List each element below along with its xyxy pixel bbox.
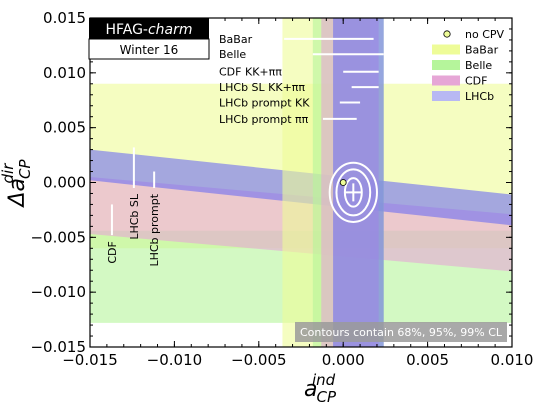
legend-label: Belle	[465, 59, 492, 72]
hfag-label: HFAG-charm Winter 16	[88, 18, 210, 60]
x-tick-label: 0.010	[491, 351, 534, 369]
x-tick-label: −0.005	[231, 351, 287, 369]
input-line-label: LHCb prompt KK	[219, 96, 310, 109]
legend-label: no CPV	[465, 28, 505, 41]
x-tick-label: 0.005	[406, 351, 449, 369]
y-tick-label: −0.015	[30, 338, 86, 356]
legend-label: LHCb	[465, 90, 494, 103]
x-axis-label-sup: ind	[312, 371, 336, 389]
input-line-label: CDF KK+ππ	[219, 66, 282, 79]
y-tick-label: 0.005	[43, 119, 86, 137]
x-axis-label-main: a	[304, 377, 317, 402]
hfag-title-main: HFAG-	[105, 22, 148, 38]
average-marker-label: CDF	[106, 241, 119, 263]
legend-marker-no-cpv	[443, 30, 451, 38]
plot-area: CDF LHCb SL LHCb prompt	[90, 18, 512, 347]
legend: no CPV BaBar Belle CDF LHCb	[432, 28, 505, 103]
y-tick-label: −0.005	[30, 228, 86, 246]
x-axis-label-sub: CP	[316, 388, 336, 406]
hfag-title: HFAG-charm	[105, 22, 192, 38]
x-axis-label: aCPind	[304, 371, 337, 406]
y-tick-label: 0.000	[43, 174, 86, 192]
legend-label: BaBar	[465, 44, 499, 57]
legend-patch-lhcb	[432, 91, 460, 101]
contour-95pct	[335, 168, 372, 217]
input-line-label: Belle	[219, 48, 246, 61]
x-tick-label: 0.000	[322, 351, 365, 369]
y-tick-label: 0.010	[43, 64, 86, 82]
plot-clipped: CDF LHCb SL LHCb prompt	[90, 18, 512, 347]
contours-note-text: Contours contain 68%, 95%, 99% CL	[300, 326, 503, 339]
legend-patch-cdf	[432, 75, 460, 86]
hfag-title-box	[89, 18, 209, 39]
average-marker-label: LHCb SL	[128, 193, 141, 240]
hfag-subtitle: Winter 16	[120, 43, 179, 57]
legend-label: CDF	[465, 75, 487, 88]
overlay: HFAG-charm Winter 16 Contours contain 68…	[0, 18, 507, 406]
x-tick-label: −0.015	[62, 351, 118, 369]
hfag-subtitle-box	[88, 38, 210, 60]
input-line-label: LHCb prompt ππ	[219, 113, 309, 126]
y-tick-label: 0.015	[43, 9, 86, 27]
y-axis-label-sub: CP	[16, 159, 34, 179]
y-axis-label-sup: dir	[0, 163, 17, 184]
axes: −0.015 −0.010 −0.005 0.000 0.005 0.010 −0.015 −…	[30, 9, 533, 369]
legend-patch-babar	[432, 44, 460, 55]
hfag-title-italic: charm	[148, 22, 193, 38]
x-tick-label: −0.010	[147, 351, 203, 369]
y-axis-label-main: Δa	[5, 178, 30, 209]
y-axis-label: ΔaCPdir	[0, 159, 34, 209]
contours-note: Contours contain 68%, 95%, 99% CL	[295, 322, 507, 342]
no-cpv-point	[339, 179, 347, 186]
contour-99pct	[328, 161, 378, 223]
contours-note-box	[295, 322, 507, 342]
legend-patch-belle	[432, 60, 460, 70]
average-marker-label: LHCb prompt	[148, 193, 161, 266]
input-line-label: LHCb SL KK+ππ	[219, 81, 305, 94]
y-tick-label: −0.010	[30, 283, 86, 301]
input-line-label: BaBar	[219, 33, 253, 46]
